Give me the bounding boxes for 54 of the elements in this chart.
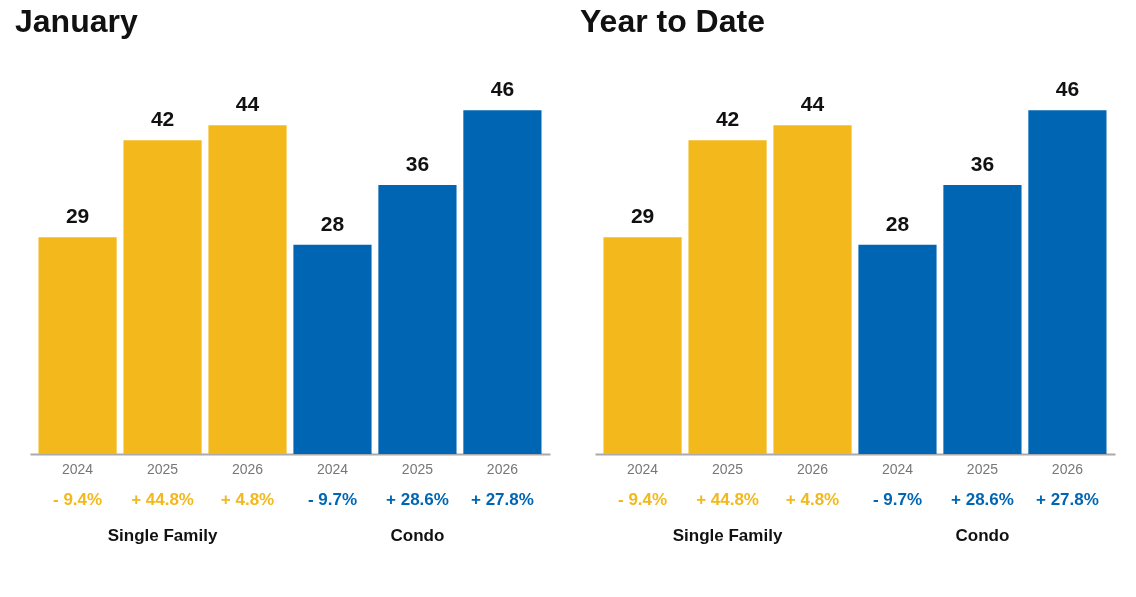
bar xyxy=(1028,110,1107,454)
data-label: 46 xyxy=(490,77,515,101)
text: - 9.7% xyxy=(872,490,923,509)
bar xyxy=(378,184,457,454)
text: - 9.4% xyxy=(618,490,668,509)
text: + 44.8% xyxy=(131,490,194,509)
text: Single Family xyxy=(107,526,218,545)
x-tick-label: 2024 xyxy=(62,460,94,477)
bar xyxy=(688,140,767,454)
data-label: 29 xyxy=(65,204,90,228)
x-tick-label: 2025 xyxy=(711,460,744,477)
data-label: 44 xyxy=(800,92,825,116)
text: Condo xyxy=(390,526,445,545)
data-label: 36 xyxy=(970,151,995,175)
chart-title: Year to Date xyxy=(580,3,765,39)
x-tick-label: 2026 xyxy=(796,460,829,477)
bar xyxy=(208,125,287,454)
bar xyxy=(773,125,852,454)
x-tick-label: 2024 xyxy=(881,460,914,477)
x-tick-label: 2026 xyxy=(1051,460,1084,477)
text: + 44.8% xyxy=(696,490,759,509)
text: Single Family xyxy=(672,526,783,545)
data-label: 28 xyxy=(320,211,345,235)
text: + 28.6% xyxy=(386,490,449,509)
x-tick-label: 2024 xyxy=(316,460,349,477)
chart-title: January xyxy=(15,3,138,39)
x-tick-label: 2025 xyxy=(146,460,179,477)
text: + 4.8% xyxy=(785,490,840,509)
x-tick-label: 2026 xyxy=(231,460,264,477)
bar xyxy=(858,244,937,454)
data-label: 44 xyxy=(235,92,260,116)
bar xyxy=(603,237,682,454)
data-label: 28 xyxy=(885,211,910,235)
data-label: 42 xyxy=(715,107,740,131)
x-tick-label: 2025 xyxy=(966,460,999,477)
text: - 9.4% xyxy=(53,490,103,509)
x-tick-label: 2025 xyxy=(401,460,434,477)
data-label: 36 xyxy=(405,151,430,175)
data-label: 42 xyxy=(150,107,175,131)
bar xyxy=(293,244,372,454)
data-label: 46 xyxy=(1055,77,1080,101)
text: + 27.8% xyxy=(470,490,534,509)
text: + 27.8% xyxy=(1035,490,1099,509)
bar xyxy=(38,237,117,454)
bar xyxy=(463,110,542,454)
text: + 4.8% xyxy=(220,490,275,509)
text: - 9.7% xyxy=(307,490,358,509)
x-tick-label: 2026 xyxy=(486,460,519,477)
bar xyxy=(123,140,202,454)
bar xyxy=(943,184,1022,454)
text: Condo xyxy=(955,526,1010,545)
data-label: 29 xyxy=(630,204,655,228)
text: + 28.6% xyxy=(951,490,1014,509)
x-tick-label: 2024 xyxy=(627,460,659,477)
